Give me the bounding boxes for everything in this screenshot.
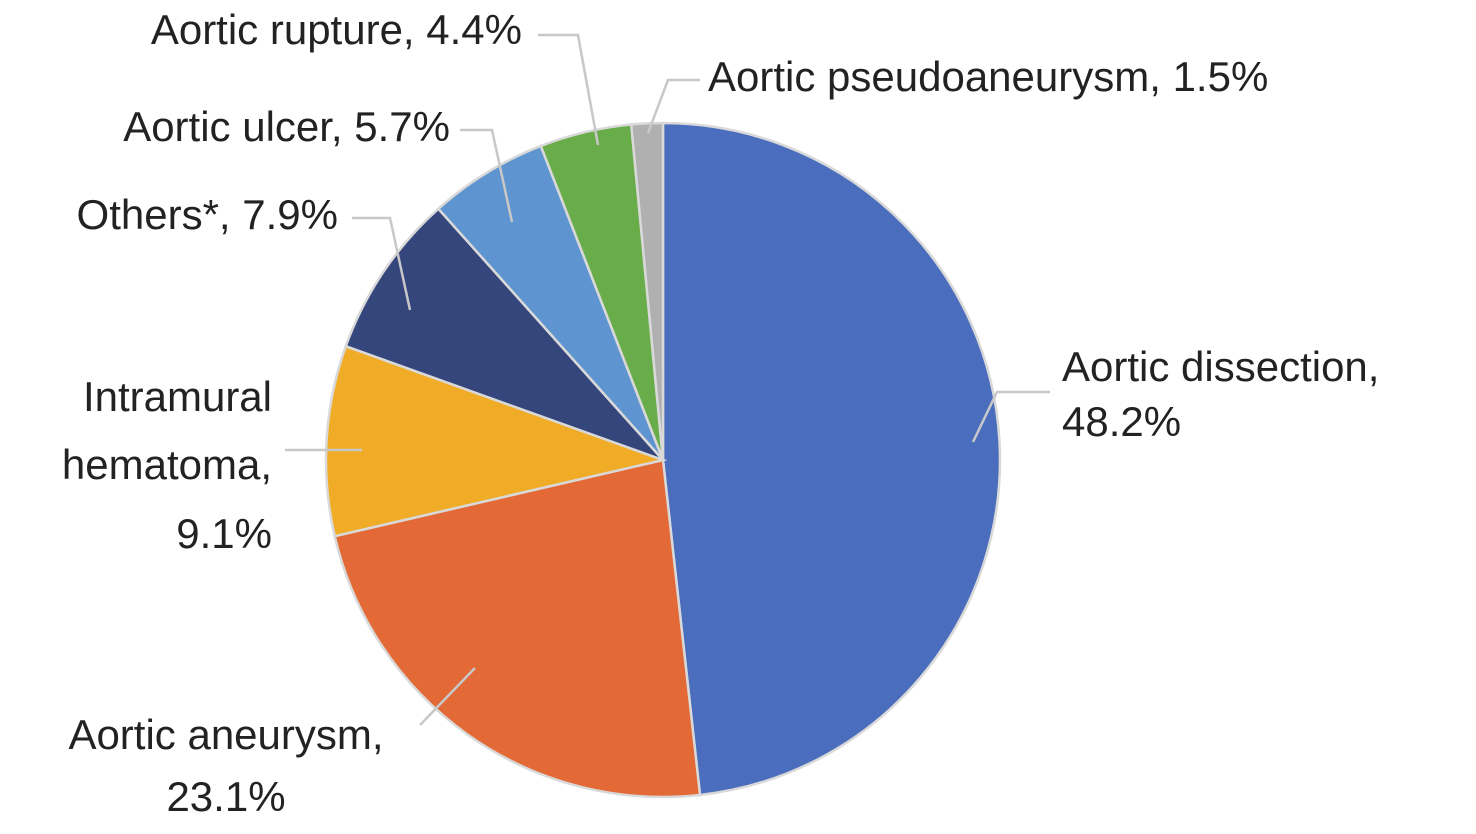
slice-label: Aortic rupture, 4.4% — [151, 6, 522, 53]
slice-label: 23.1% — [166, 773, 285, 820]
leader-line — [646, 78, 700, 134]
pie-slice — [629, 121, 665, 461]
leader-line — [419, 667, 476, 726]
leader-line — [971, 390, 1050, 443]
pie-slice — [344, 207, 664, 462]
pie-slice — [333, 458, 702, 799]
leader-line — [460, 128, 514, 223]
leader-line — [352, 216, 412, 311]
slice-label: 9.1% — [176, 510, 272, 557]
pie-slice — [661, 121, 1002, 797]
slice-label: Aortic ulcer, 5.7% — [123, 103, 450, 150]
slice-label: Aortic pseudoaneurysm, 1.5% — [708, 53, 1268, 100]
pie-slice — [324, 344, 668, 538]
slice-label: Aortic aneurysm, — [68, 711, 383, 758]
slice-label: hematoma, — [62, 441, 272, 488]
slice-label: Intramural — [83, 373, 272, 420]
slice-label: 48.2% — [1062, 398, 1181, 445]
slice-label: Aortic dissection, — [1062, 343, 1379, 390]
slice-label: Others*, 7.9% — [77, 191, 338, 238]
leader-line — [538, 33, 600, 146]
